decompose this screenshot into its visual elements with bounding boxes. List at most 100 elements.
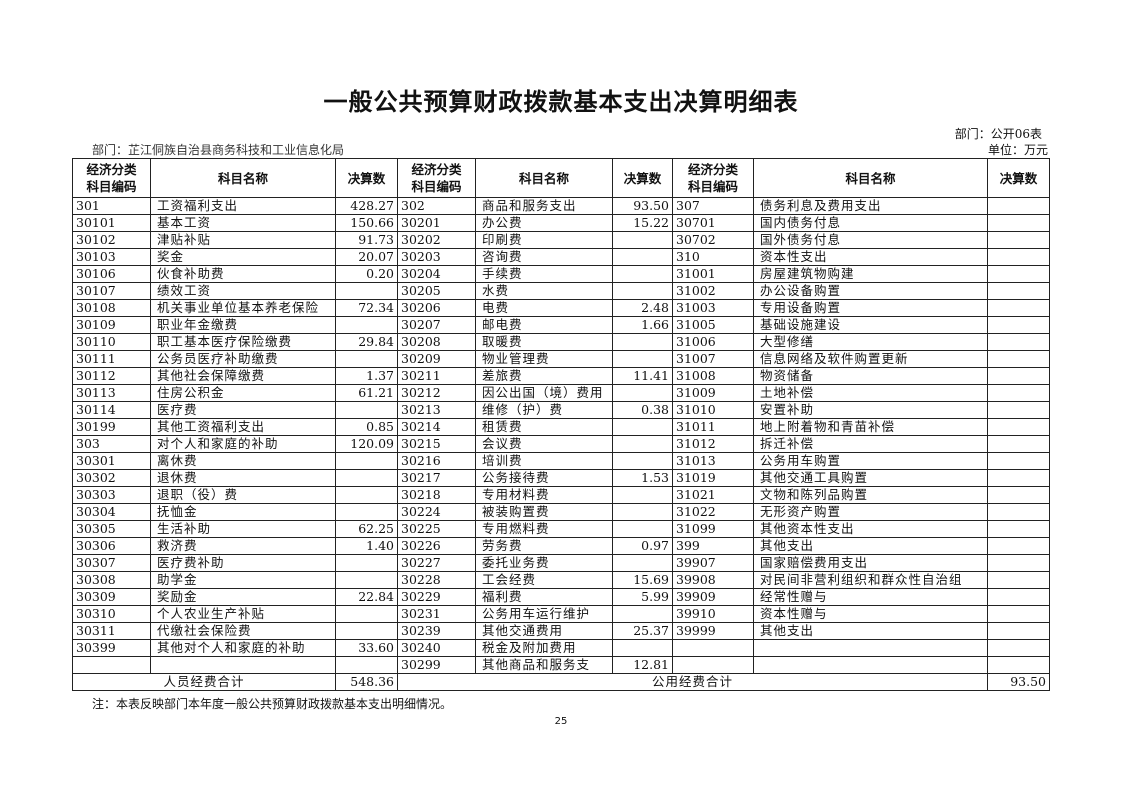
middle-name-cell: 租赁费 <box>475 418 613 436</box>
left-name-cell: 生活补助 <box>150 520 336 538</box>
right-name-cell: 债务利息及费用支出 <box>753 197 988 215</box>
middle-amount-cell <box>612 520 673 538</box>
middle-name-cell: 委托业务费 <box>475 554 613 572</box>
left-amount-cell: 20.07 <box>335 248 398 266</box>
right-name-cell: 国外债务付息 <box>753 231 988 249</box>
table-row: 30199 其他工资福利支出 0.85 30214 租赁费 31011 地上附着物和青苗补偿 <box>72 418 1050 436</box>
right-name-cell: 地上附着物和青苗补偿 <box>753 418 988 436</box>
left-code-cell: 30101 <box>72 214 151 232</box>
right-amount-cell <box>987 571 1050 589</box>
left-amount-cell <box>335 452 398 470</box>
right-code-cell: 31001 <box>672 265 754 283</box>
middle-code-cell: 30299 <box>397 656 476 674</box>
table-row: 30106 伙食补助费 0.20 30204 手续费 31001 房屋建筑物购建 <box>72 265 1050 283</box>
right-name-cell: 国内债务付息 <box>753 214 988 232</box>
table-row: 30307 医疗费补助 30227 委托业务费 39907 国家赔偿费用支出 <box>72 554 1050 572</box>
header-amount: 决算数 <box>612 158 673 198</box>
table-row: 30310 个人农业生产补贴 30231 公务用车运行维护 39910 资本性赠与 <box>72 605 1050 623</box>
right-amount-cell <box>987 622 1050 640</box>
middle-name-cell: 印刷费 <box>475 231 613 249</box>
public-total-value: 93.50 <box>987 673 1050 691</box>
header-code: 经济分类 科目编码 <box>672 158 754 198</box>
right-code-cell: 30702 <box>672 231 754 249</box>
left-code-cell: 30307 <box>72 554 151 572</box>
table-row: 30303 退职（役）费 30218 专用材料费 31021 文物和陈列品购置 <box>72 486 1050 504</box>
middle-amount-cell: 2.48 <box>612 299 673 317</box>
middle-amount-cell: 93.50 <box>612 197 673 215</box>
right-amount-cell <box>987 401 1050 419</box>
middle-amount-cell <box>612 452 673 470</box>
left-amount-cell <box>335 282 398 300</box>
left-amount-cell: 428.27 <box>335 197 398 215</box>
middle-amount-cell <box>612 384 673 402</box>
left-code-cell: 30311 <box>72 622 151 640</box>
middle-code-cell: 30240 <box>397 639 476 657</box>
right-amount-cell <box>987 486 1050 504</box>
left-name-cell: 其他对个人和家庭的补助 <box>150 639 336 657</box>
right-code-cell: 31013 <box>672 452 754 470</box>
left-name-cell: 机关事业单位基本养老保险 <box>150 299 336 317</box>
right-name-cell: 办公设备购置 <box>753 282 988 300</box>
left-amount-cell: 72.34 <box>335 299 398 317</box>
table-row: 30102 津贴补贴 91.73 30202 印刷费 30702 国外债务付息 <box>72 231 1050 249</box>
right-amount-cell <box>987 384 1050 402</box>
right-name-cell: 拆迁补偿 <box>753 435 988 453</box>
middle-amount-cell <box>612 554 673 572</box>
left-code-cell <box>72 656 151 674</box>
middle-amount-cell <box>612 418 673 436</box>
middle-name-cell: 因公出国（境）费用 <box>475 384 613 402</box>
middle-name-cell: 水费 <box>475 282 613 300</box>
left-code-cell: 30107 <box>72 282 151 300</box>
middle-code-cell: 30204 <box>397 265 476 283</box>
left-amount-cell: 120.09 <box>335 435 398 453</box>
left-code-cell: 30309 <box>72 588 151 606</box>
right-name-cell: 资本性赠与 <box>753 605 988 623</box>
table-row: 30109 职业年金缴费 30207 邮电费 1.66 31005 基础设施建设 <box>72 316 1050 334</box>
left-code-cell: 30306 <box>72 537 151 555</box>
left-code-cell: 30308 <box>72 571 151 589</box>
right-name-cell: 房屋建筑物购建 <box>753 265 988 283</box>
left-name-cell: 助学金 <box>150 571 336 589</box>
table-row: 30107 绩效工资 30205 水费 31002 办公设备购置 <box>72 282 1050 300</box>
left-name-cell: 绩效工资 <box>150 282 336 300</box>
middle-amount-cell <box>612 350 673 368</box>
middle-name-cell: 专用燃料费 <box>475 520 613 538</box>
middle-code-cell: 302 <box>397 197 476 215</box>
left-amount-cell: 1.40 <box>335 537 398 555</box>
right-name-cell: 国家赔偿费用支出 <box>753 554 988 572</box>
left-amount-cell: 0.85 <box>335 418 398 436</box>
middle-name-cell: 被装购置费 <box>475 503 613 521</box>
middle-name-cell: 商品和服务支出 <box>475 197 613 215</box>
right-code-cell: 31021 <box>672 486 754 504</box>
right-code-cell: 31006 <box>672 333 754 351</box>
middle-amount-cell <box>612 333 673 351</box>
left-name-cell: 医疗费补助 <box>150 554 336 572</box>
right-code-cell <box>672 656 754 674</box>
left-amount-cell <box>335 656 398 674</box>
left-amount-cell: 91.73 <box>335 231 398 249</box>
middle-name-cell: 专用材料费 <box>475 486 613 504</box>
personnel-total-value: 548.36 <box>335 673 398 691</box>
right-amount-cell <box>987 588 1050 606</box>
left-amount-cell <box>335 350 398 368</box>
middle-amount-cell: 15.22 <box>612 214 673 232</box>
left-name-cell: 其他工资福利支出 <box>150 418 336 436</box>
middle-amount-cell: 1.66 <box>612 316 673 334</box>
right-name-cell: 基础设施建设 <box>753 316 988 334</box>
left-name-cell: 离休费 <box>150 452 336 470</box>
middle-name-cell: 会议费 <box>475 435 613 453</box>
middle-code-cell: 30218 <box>397 486 476 504</box>
left-code-cell: 30106 <box>72 265 151 283</box>
middle-amount-cell <box>612 435 673 453</box>
right-code-cell: 30701 <box>672 214 754 232</box>
middle-code-cell: 30208 <box>397 333 476 351</box>
table-row: 30302 退休费 30217 公务接待费 1.53 31019 其他交通工具购置 <box>72 469 1050 487</box>
left-name-cell: 津贴补贴 <box>150 231 336 249</box>
middle-code-cell: 30206 <box>397 299 476 317</box>
left-name-cell: 抚恤金 <box>150 503 336 521</box>
middle-code-cell: 30228 <box>397 571 476 589</box>
middle-code-cell: 30239 <box>397 622 476 640</box>
left-code-cell: 30304 <box>72 503 151 521</box>
left-code-cell: 30199 <box>72 418 151 436</box>
left-name-cell: 退休费 <box>150 469 336 487</box>
